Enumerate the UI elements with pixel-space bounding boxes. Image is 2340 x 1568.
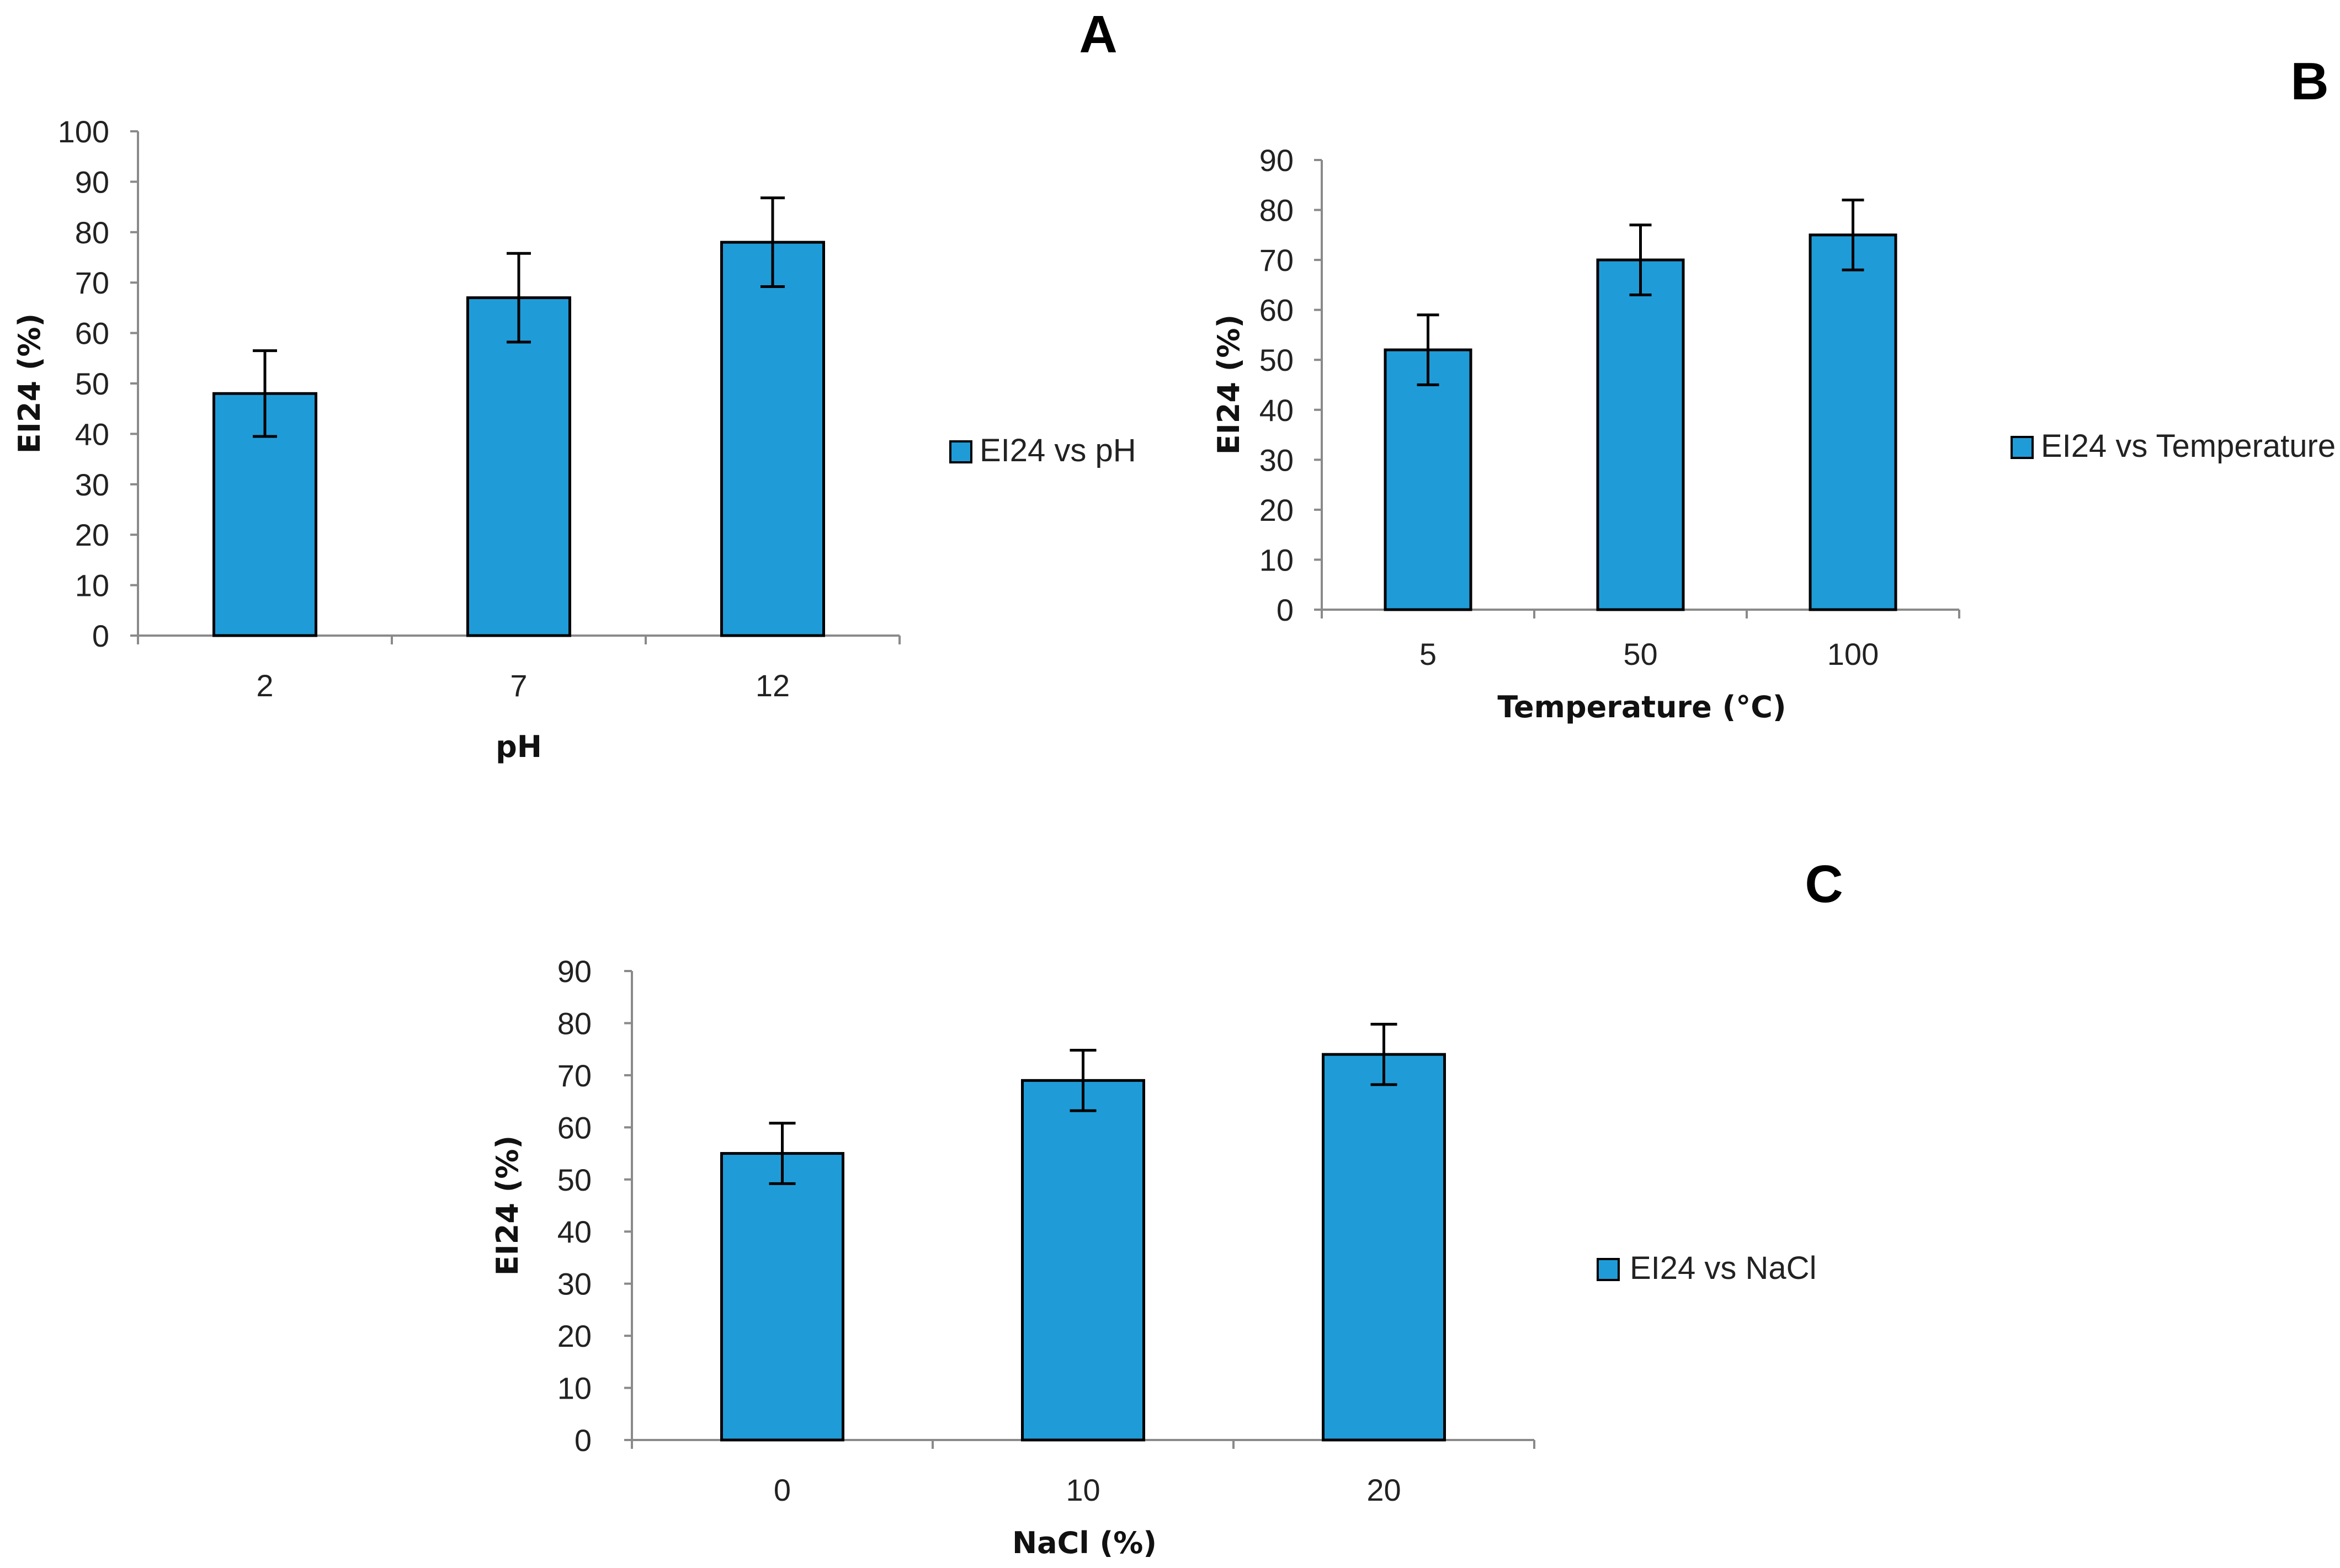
bar-c-20 xyxy=(1322,1053,1446,1442)
x-tick-label-b: 100 xyxy=(1827,637,1879,671)
y-tick-label-c: 10 xyxy=(557,1371,592,1406)
y-tick-label-a: 90 xyxy=(75,164,109,199)
y-tick-label-c: 70 xyxy=(557,1058,592,1093)
y-tick-label-b: 70 xyxy=(1259,243,1294,278)
x-tick-label-b: 5 xyxy=(1419,637,1437,671)
y-tick-label-c: 0 xyxy=(575,1423,592,1458)
y-tick-label-c: 30 xyxy=(557,1267,592,1302)
panel-label-b: B xyxy=(2290,52,2328,111)
bar-b-5 xyxy=(1384,348,1472,611)
y-tick-label-b: 0 xyxy=(1277,593,1294,627)
chart-panel-c: C 0 10 20 30 40 50 60 70 80 90 0 10 20 NaCl (%) EI24 (%… xyxy=(490,855,1843,1560)
x-axis-title-c: NaCl (%) xyxy=(1012,1526,1157,1560)
y-tick-label-c: 90 xyxy=(557,954,592,989)
legend-c: EI24 vs NaCl xyxy=(1597,1250,1816,1286)
legend-swatch-b xyxy=(2011,436,2034,459)
chart-panel-b: B 0 10 20 30 40 50 60 70 80 90 5 50 100 Temperature (°… xyxy=(1211,52,2336,724)
x-axis-title-a: pH xyxy=(496,729,542,764)
x-tick-label-c: 20 xyxy=(1366,1473,1401,1507)
y-tick-label-c: 40 xyxy=(557,1214,592,1249)
y-tick-label-a: 50 xyxy=(75,366,109,401)
y-axis-title-b: EI24 (%) xyxy=(1211,314,1246,455)
y-tick-label-a: 20 xyxy=(75,518,109,552)
y-tick-label-a: 80 xyxy=(75,215,109,250)
bar-c-0 xyxy=(720,1152,844,1442)
y-tick-label-b: 50 xyxy=(1259,343,1294,377)
x-tick-label-a: 12 xyxy=(756,668,790,703)
chart-panel-a: A 0 10 20 30 40 50 60 70 80 90 100 2 7 12 pH EI24 (%) EI2… xyxy=(12,5,1136,764)
y-tick-label-a: 100 xyxy=(58,114,109,149)
x-tick-label-c: 10 xyxy=(1066,1473,1100,1507)
y-tick-label-a: 30 xyxy=(75,467,109,502)
y-axis-title-a: EI24 (%) xyxy=(12,313,47,454)
bar-c-10 xyxy=(1021,1079,1145,1442)
y-tick-label-b: 30 xyxy=(1259,442,1294,477)
panel-label-c: C xyxy=(1805,855,1843,914)
bar-a-7 xyxy=(466,296,571,637)
legend-swatch-c xyxy=(1597,1258,1620,1281)
y-tick-label-b: 10 xyxy=(1259,542,1294,577)
legend-swatch-a xyxy=(949,440,972,463)
y-tick-label-a: 70 xyxy=(75,265,109,300)
bar-b-50 xyxy=(1596,258,1685,611)
y-tick-label-b: 60 xyxy=(1259,293,1294,328)
legend-label-a: EI24 vs pH xyxy=(980,433,1136,468)
y-tick-label-b: 80 xyxy=(1259,193,1294,228)
x-tick-label-a: 2 xyxy=(256,668,273,703)
y-tick-label-b: 40 xyxy=(1259,393,1294,428)
y-tick-label-b: 90 xyxy=(1259,143,1294,178)
legend-label-b: EI24 vs Temperature xyxy=(2041,428,2336,464)
x-axis-title-b: Temperature (°C) xyxy=(1497,690,1786,724)
x-tick-label-b: 50 xyxy=(1623,637,1657,671)
bar-a-12 xyxy=(720,241,825,637)
y-tick-label-a: 0 xyxy=(92,618,109,653)
y-tick-label-c: 20 xyxy=(557,1319,592,1353)
y-tick-label-a: 10 xyxy=(75,568,109,603)
legend-label-c: EI24 vs NaCl xyxy=(1630,1250,1816,1286)
y-tick-label-a: 40 xyxy=(75,417,109,451)
y-axis-title-c: EI24 (%) xyxy=(490,1135,525,1276)
y-tick-label-b: 20 xyxy=(1259,493,1294,527)
y-tick-label-a: 60 xyxy=(75,316,109,351)
panel-label-a: A xyxy=(1079,5,1117,64)
x-tick-label-a: 7 xyxy=(510,668,527,703)
legend-b: EI24 vs Temperature xyxy=(2011,428,2336,464)
y-tick-label-c: 50 xyxy=(557,1162,592,1197)
legend-a: EI24 vs pH xyxy=(949,433,1136,468)
x-tick-label-c: 0 xyxy=(774,1473,791,1507)
bar-b-100 xyxy=(1809,233,1897,611)
y-tick-label-c: 80 xyxy=(557,1006,592,1041)
y-tick-label-c: 60 xyxy=(557,1110,592,1145)
